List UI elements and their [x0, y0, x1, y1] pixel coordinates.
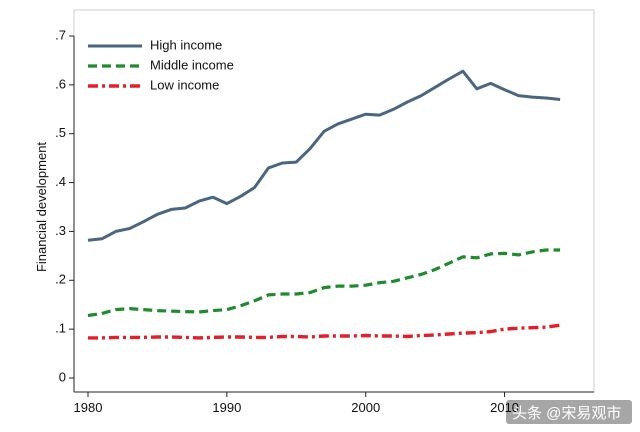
- axes: 0 .1 .2 .3 .4 .5 .6 .7 1980 1990 2000 2010 Financial…: [34, 9, 595, 415]
- y-tick-label: .7: [55, 27, 66, 42]
- y-tick-label: .5: [55, 125, 66, 140]
- x-tick-label: 2010: [490, 400, 519, 415]
- y-tick-label: .3: [55, 223, 66, 238]
- x-tick-label: 1980: [74, 400, 103, 415]
- series-line-high-income: [87, 69, 561, 242]
- y-tick-label: .2: [55, 272, 66, 287]
- x-tick-label: 1990: [212, 400, 241, 415]
- y-tick-label: .6: [55, 76, 66, 91]
- legend-label: High income: [150, 37, 222, 52]
- series-line-middle-income: [87, 248, 561, 318]
- y-tick-label: .1: [55, 321, 66, 336]
- series-line-low-income: [88, 323, 561, 340]
- x-tick-label: 2000: [351, 400, 380, 415]
- series-layer: [87, 69, 561, 340]
- y-axis-title: Financial development: [34, 142, 49, 272]
- legend-label: Low income: [150, 77, 219, 92]
- legend-label: Middle income: [150, 57, 234, 72]
- watermark-backdrop: [506, 400, 632, 424]
- y-tick-label: .4: [55, 174, 66, 189]
- legend: High income Middle income Low income: [88, 37, 234, 92]
- watermark-text: 头条 @宋易观市: [512, 405, 621, 422]
- y-tick-label: 0: [59, 369, 66, 384]
